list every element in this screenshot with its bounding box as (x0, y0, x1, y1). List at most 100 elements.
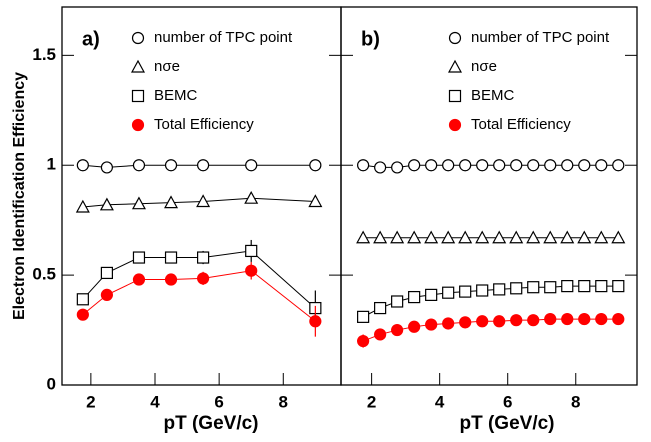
marker (577, 230, 592, 244)
marker (357, 159, 370, 172)
marker (527, 281, 540, 294)
marker (510, 314, 523, 327)
marker (476, 284, 489, 297)
legend-symbol (448, 31, 462, 45)
marker (544, 159, 557, 172)
marker (458, 230, 473, 244)
marker (561, 280, 574, 293)
marker (408, 290, 421, 304)
series-line (362, 318, 619, 342)
marker (164, 195, 179, 209)
marker (132, 251, 146, 264)
x-tick-label: 4 (435, 392, 445, 411)
y-axis-label: Electron Identification Efficiency (11, 72, 28, 320)
marker (459, 159, 472, 172)
marker (425, 159, 438, 172)
y-tick-label: 1.5 (32, 45, 56, 64)
marker (374, 301, 387, 315)
marker (100, 266, 113, 280)
marker (131, 196, 146, 210)
marker (611, 230, 626, 244)
marker (578, 312, 591, 326)
legend-symbol (130, 59, 146, 73)
marker (100, 288, 113, 301)
panel-label: a) (82, 28, 100, 50)
marker (408, 320, 421, 333)
x-tick-label: 6 (503, 392, 512, 411)
legend-label: Total Efficiency (154, 116, 254, 133)
marker (459, 285, 472, 298)
marker (442, 159, 455, 172)
marker (309, 159, 322, 172)
x-tick-label: 8 (571, 392, 580, 411)
marker (76, 159, 89, 172)
marker (543, 230, 558, 244)
marker (197, 251, 210, 264)
plot-frame (61, 6, 342, 386)
marker (164, 251, 178, 264)
x-tick-label: 8 (279, 392, 288, 411)
x-tick-label: 6 (214, 392, 223, 411)
x-tick-label: 4 (150, 392, 160, 411)
legend-symbol (131, 89, 145, 103)
marker (594, 230, 609, 244)
marker (356, 230, 371, 244)
marker (373, 230, 388, 244)
marker (612, 312, 625, 326)
series-line (363, 164, 619, 168)
legend-label: number of TPC point (471, 29, 610, 46)
marker (595, 280, 608, 293)
marker (425, 318, 438, 331)
marker (391, 323, 404, 337)
marker (374, 161, 387, 174)
legend-label: nσe (154, 58, 180, 75)
x-axis-label: pT (GeV/c) (459, 413, 554, 434)
marker (476, 315, 489, 328)
marker (425, 288, 438, 301)
marker (560, 230, 575, 244)
series-line (362, 285, 619, 318)
marker (510, 159, 523, 172)
marker (561, 312, 574, 326)
marker (441, 230, 456, 244)
x-tick-label: 2 (86, 392, 95, 411)
marker (442, 286, 455, 299)
legend-label: nσe (471, 58, 497, 75)
legend-symbol (131, 118, 145, 132)
marker (76, 293, 89, 306)
legend-label: BEMC (154, 87, 198, 104)
marker (75, 199, 90, 213)
marker (544, 312, 557, 326)
marker (527, 159, 540, 172)
marker (374, 328, 387, 341)
panel-label: b) (361, 28, 380, 50)
marker (196, 194, 211, 208)
marker (595, 159, 608, 172)
marker (357, 334, 370, 348)
marker (99, 197, 114, 211)
legend-label: number of TPC point (154, 29, 293, 46)
marker (391, 161, 404, 174)
x-tick-label: 2 (367, 392, 376, 411)
legend-label: Total Efficiency (471, 116, 571, 133)
marker (578, 159, 591, 172)
marker (578, 280, 591, 293)
legend-symbol (448, 89, 462, 103)
marker (164, 159, 178, 172)
y-tick-label: 0.5 (32, 265, 56, 284)
plot-frame (340, 6, 638, 386)
marker (526, 230, 541, 244)
marker (245, 264, 258, 277)
marker (308, 194, 323, 208)
legend-label: BEMC (471, 87, 515, 104)
marker (245, 159, 258, 172)
legend-symbol (131, 31, 145, 45)
marker (245, 244, 258, 258)
marker (309, 315, 322, 328)
marker (132, 273, 146, 286)
y-tick-label: 1 (47, 155, 56, 174)
marker (612, 159, 625, 172)
x-axis-label: pT (GeV/c) (163, 413, 258, 434)
marker (527, 314, 540, 327)
marker (390, 230, 405, 244)
